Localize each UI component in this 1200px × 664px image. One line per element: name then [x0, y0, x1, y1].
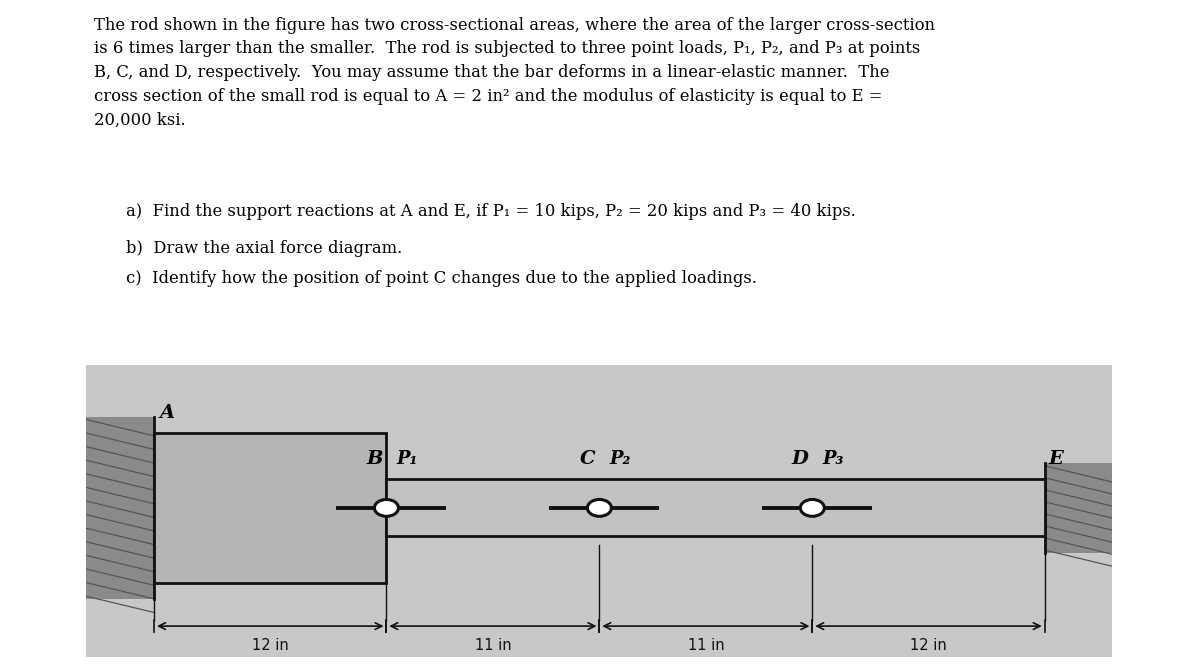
Text: P₃: P₃ [822, 450, 844, 469]
Text: E: E [1049, 450, 1063, 469]
Bar [1045, 463, 1112, 552]
Text: 12 in: 12 in [910, 638, 947, 653]
Text: a)  Find the support reactions at A and E, if P₁ = 10 kips, P₂ = 20 kips and P₃ : a) Find the support reactions at A and E… [126, 203, 856, 220]
Text: B: B [366, 450, 383, 469]
Text: 11 in: 11 in [688, 638, 724, 653]
Text: C: C [580, 450, 595, 469]
Text: The rod shown in the figure has two cross-sectional areas, where the area of the: The rod shown in the figure has two cros… [94, 17, 935, 129]
Bar [154, 433, 386, 582]
Bar [86, 417, 154, 599]
Circle shape [374, 499, 398, 517]
Text: c)  Identify how the position of point C changes due to the applied loadings.: c) Identify how the position of point C … [126, 270, 757, 287]
Circle shape [800, 499, 824, 517]
Text: b)  Draw the axial force diagram.: b) Draw the axial force diagram. [126, 240, 402, 257]
Text: 11 in: 11 in [475, 638, 511, 653]
Text: A: A [160, 404, 175, 422]
Text: P₂: P₂ [610, 450, 630, 469]
Text: 12 in: 12 in [252, 638, 289, 653]
Text: D: D [792, 450, 809, 469]
Bar [386, 479, 1045, 537]
Text: P₁: P₁ [396, 450, 418, 469]
Circle shape [587, 499, 612, 517]
